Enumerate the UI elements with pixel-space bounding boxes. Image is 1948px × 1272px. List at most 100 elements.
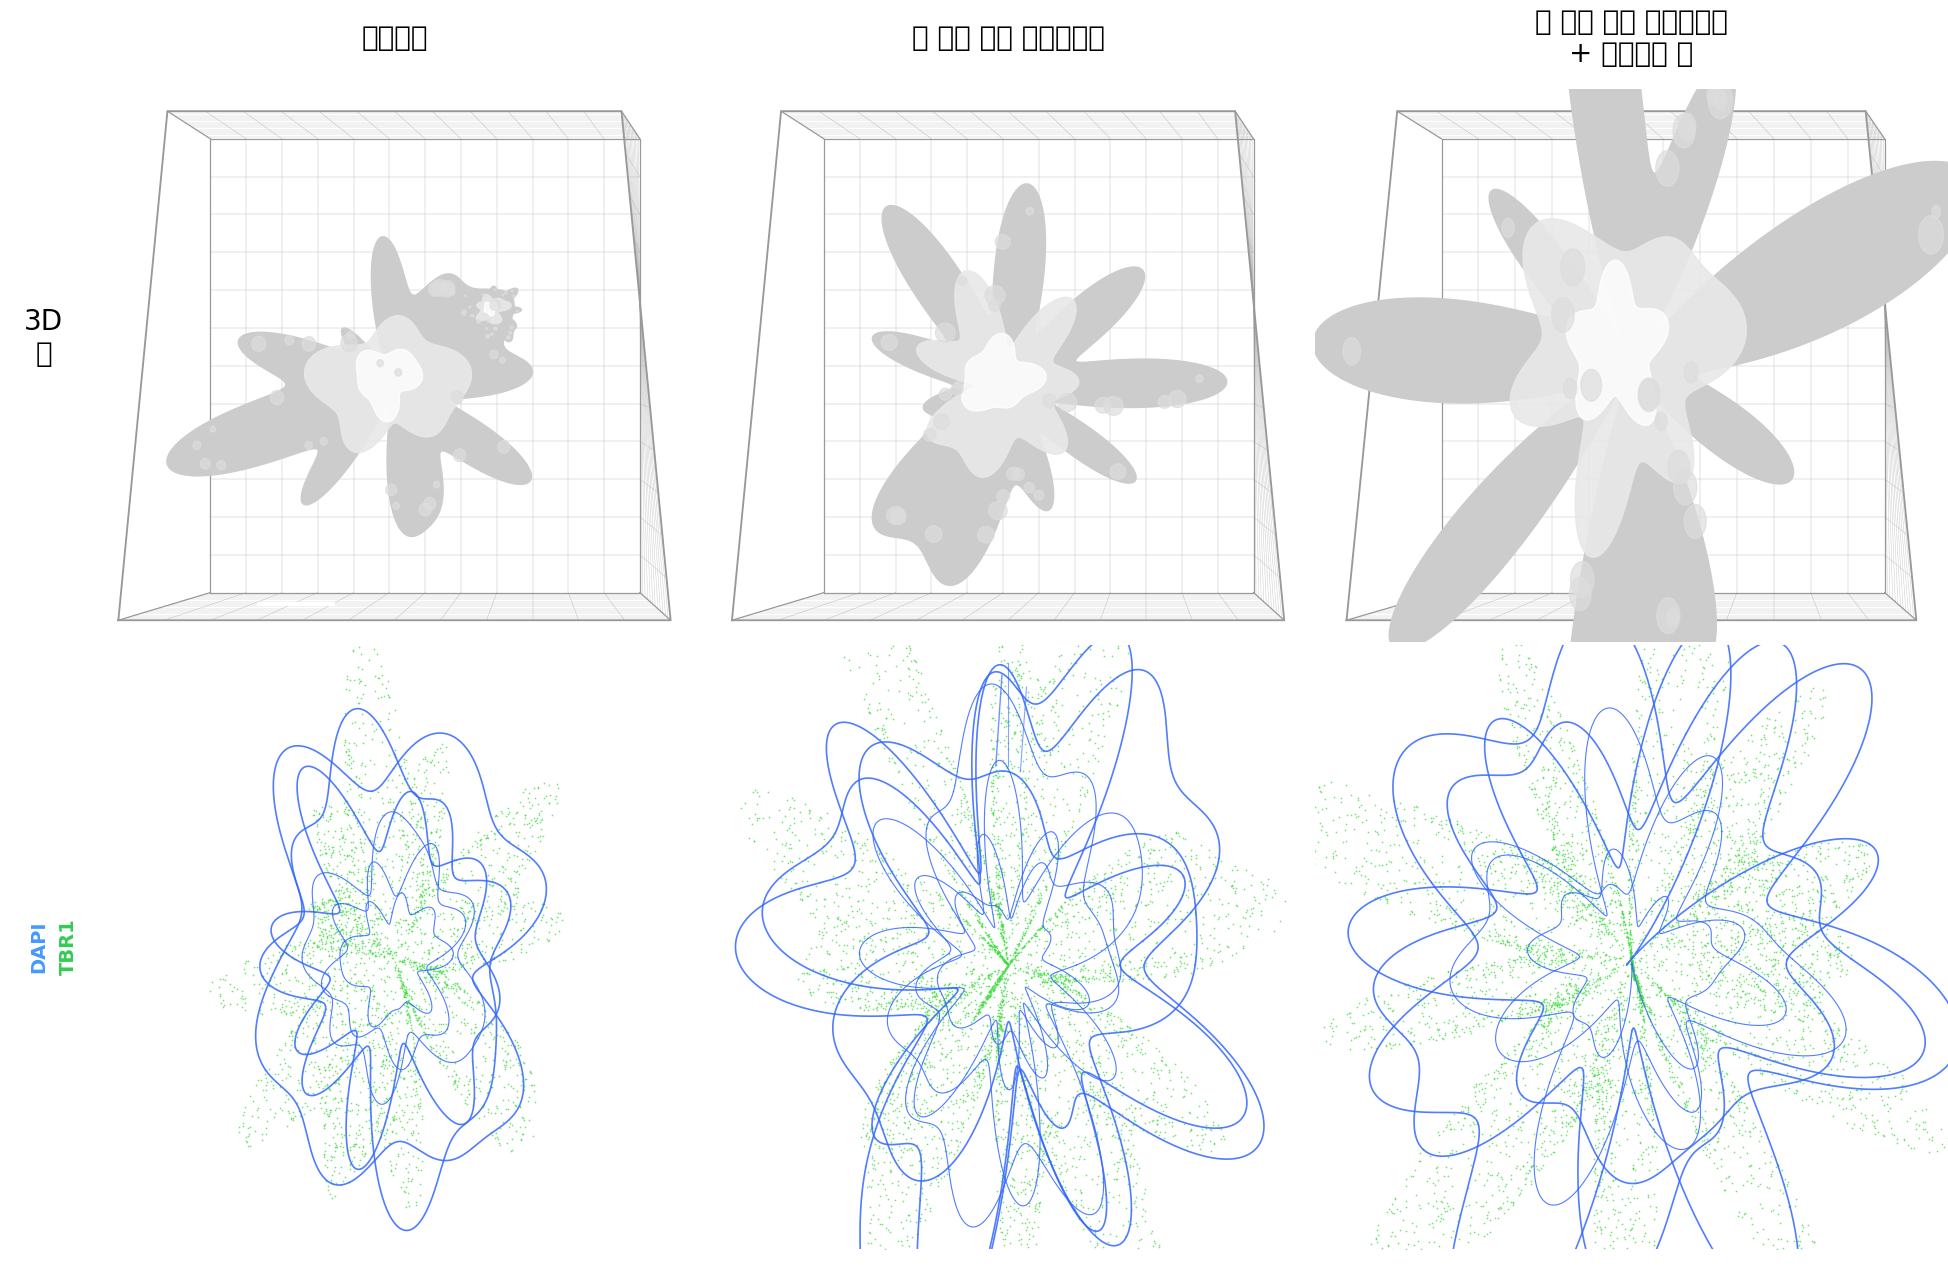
- Polygon shape: [1685, 505, 1706, 538]
- Point: [1578, 1150, 1609, 1170]
- Point: [1097, 670, 1128, 691]
- Point: [1566, 1018, 1597, 1038]
- Point: [1032, 1132, 1064, 1152]
- Point: [1734, 831, 1765, 851]
- Point: [364, 939, 395, 959]
- Point: [1492, 931, 1523, 951]
- Point: [1003, 996, 1034, 1016]
- Point: [859, 1108, 890, 1128]
- Point: [450, 953, 481, 973]
- Point: [1486, 649, 1517, 669]
- Point: [1077, 1079, 1108, 1099]
- Point: [1103, 965, 1134, 986]
- Point: [473, 1038, 505, 1058]
- Point: [1582, 941, 1613, 962]
- Point: [966, 915, 997, 935]
- Point: [1058, 1147, 1089, 1168]
- Point: [1025, 929, 1056, 949]
- Point: [393, 913, 425, 934]
- Point: [921, 916, 953, 936]
- Point: [1767, 1160, 1798, 1180]
- Point: [1015, 1054, 1046, 1075]
- Point: [1066, 1146, 1097, 1166]
- Point: [1533, 696, 1564, 716]
- Point: [1420, 873, 1451, 893]
- Point: [378, 803, 409, 823]
- Point: [1015, 988, 1046, 1009]
- Point: [1486, 1166, 1517, 1187]
- Point: [1155, 1070, 1186, 1090]
- Point: [403, 897, 434, 917]
- Point: [1420, 995, 1451, 1015]
- Point: [1032, 1117, 1064, 1137]
- Point: [869, 987, 900, 1007]
- Point: [1381, 799, 1412, 819]
- Point: [1627, 1009, 1658, 1029]
- Point: [1580, 1076, 1611, 1096]
- Point: [892, 1177, 923, 1197]
- Point: [314, 838, 345, 859]
- Point: [1465, 1072, 1496, 1093]
- Point: [1821, 958, 1853, 978]
- Point: [1595, 856, 1627, 876]
- Point: [919, 1000, 951, 1020]
- Point: [1138, 1231, 1169, 1252]
- Point: [277, 1035, 308, 1056]
- Point: [1126, 1188, 1157, 1208]
- Point: [1568, 1077, 1599, 1098]
- Point: [1533, 993, 1564, 1014]
- Point: [1695, 1079, 1726, 1099]
- Point: [1556, 950, 1588, 971]
- Point: [323, 1072, 355, 1093]
- Point: [1693, 536, 1724, 556]
- Point: [1625, 985, 1656, 1005]
- Point: [454, 901, 485, 921]
- Point: [1564, 940, 1595, 960]
- Point: [914, 707, 945, 728]
- Point: [1681, 881, 1712, 902]
- Point: [475, 1077, 506, 1098]
- Point: [1114, 840, 1145, 860]
- Point: [945, 792, 976, 813]
- Point: [1367, 1016, 1399, 1037]
- Point: [1038, 1065, 1069, 1085]
- Point: [1514, 1023, 1545, 1043]
- Point: [966, 913, 997, 934]
- Point: [1749, 997, 1780, 1018]
- Point: [1350, 1249, 1381, 1269]
- Point: [358, 946, 390, 967]
- Point: [1720, 845, 1751, 865]
- Point: [1091, 934, 1122, 954]
- Point: [1601, 1030, 1632, 1051]
- Point: [1459, 1007, 1490, 1028]
- Point: [333, 800, 364, 820]
- Point: [1712, 1136, 1743, 1156]
- Point: [896, 742, 927, 762]
- Point: [503, 1054, 534, 1075]
- Point: [456, 953, 487, 973]
- Point: [508, 840, 540, 860]
- Point: [1779, 752, 1810, 772]
- Point: [1555, 881, 1586, 902]
- Point: [1710, 1102, 1742, 1122]
- Point: [1196, 1119, 1227, 1140]
- Point: [386, 951, 417, 972]
- Point: [1517, 747, 1549, 767]
- Point: [343, 908, 374, 929]
- Point: [376, 948, 407, 968]
- Point: [962, 974, 993, 995]
- Point: [916, 987, 947, 1007]
- Point: [1410, 880, 1442, 901]
- Point: [1477, 1001, 1508, 1021]
- Point: [1034, 745, 1066, 766]
- Point: [1069, 1207, 1101, 1227]
- Point: [1704, 579, 1736, 599]
- Point: [1605, 893, 1636, 913]
- Point: [988, 949, 1019, 969]
- Point: [953, 993, 984, 1014]
- Point: [281, 937, 312, 958]
- Point: [859, 950, 890, 971]
- Point: [1206, 1130, 1237, 1150]
- Point: [1556, 1019, 1588, 1039]
- Point: [382, 958, 413, 978]
